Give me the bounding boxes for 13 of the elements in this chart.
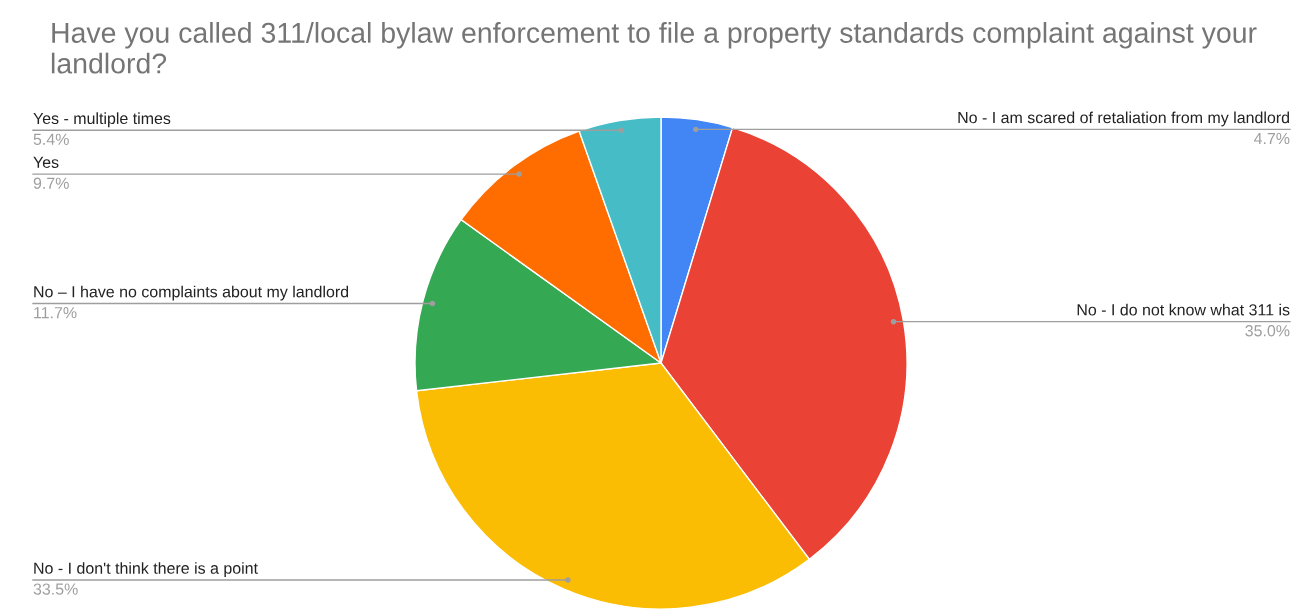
slice-label: Yes	[33, 156, 59, 168]
data-label: 33.5%	[33, 583, 78, 595]
chart-title: Have you called 311/local bylaw enforcement to file a property standards complaint against your landlord?	[51, 22, 1257, 74]
data-label: 4.7%	[1253, 132, 1290, 145]
data-label: 35.0%	[1245, 325, 1290, 337]
data-label: 11.7%	[34, 307, 77, 319]
slice-label: No – I have no complaints about my landlord	[34, 285, 349, 301]
slice-label: No - I am scared of retaliation from my landlord	[958, 111, 1289, 127]
data-label: 5.4%	[33, 133, 69, 145]
slice-label: Yes - multiple times	[33, 112, 171, 128]
slice-label: No - I do not know what 311 is	[1077, 303, 1290, 316]
slice-label: No - I don't think there is a point	[34, 562, 258, 578]
data-label: 9.7%	[33, 177, 69, 189]
